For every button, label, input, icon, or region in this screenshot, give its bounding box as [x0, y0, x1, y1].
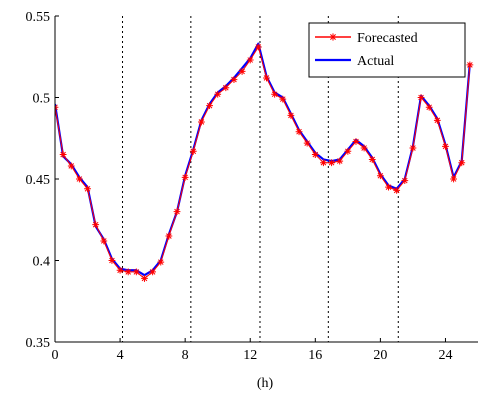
y-tick-label: 0.55	[26, 10, 51, 25]
x-tick-label: 0	[52, 348, 59, 363]
forecasted-point	[116, 266, 124, 274]
x-tick-label: 20	[373, 348, 387, 363]
forecasted-point	[157, 258, 165, 266]
forecasted-point	[165, 232, 173, 240]
forecasted-point	[214, 90, 222, 98]
forecasted-point	[295, 128, 303, 136]
legend-marker-forecasted	[329, 33, 337, 41]
forecasted-point	[246, 56, 254, 64]
forecasted-point	[108, 257, 116, 264]
forecasted-point	[442, 143, 449, 150]
forecasted-point	[189, 147, 197, 155]
forecasted-point	[458, 159, 466, 167]
legend-label-forecasted: Forecasted	[357, 31, 418, 46]
forecasted-point	[124, 268, 132, 276]
forecasted-point	[393, 187, 401, 194]
vertical-guide-lines	[122, 16, 399, 342]
series-layer	[55, 42, 474, 282]
y-tick-label: 0.35	[26, 336, 51, 351]
forecasted-point	[466, 61, 474, 69]
forecasted-point	[385, 183, 392, 191]
forecasted-point	[67, 162, 75, 170]
legend-box	[308, 22, 466, 78]
x-tick-label: 24	[438, 348, 452, 363]
forecasted-point	[238, 68, 246, 75]
forecasted-point	[360, 144, 368, 152]
forecasted-point	[230, 76, 238, 83]
series-line-forecasted	[55, 46, 471, 279]
legend-label-actual: Actual	[357, 54, 394, 69]
forecasted-point	[328, 159, 335, 167]
forecasted-point	[76, 175, 83, 183]
x-tick-label: 16	[308, 348, 322, 363]
y-tick-label: 0.45	[26, 173, 51, 188]
forecasted-point	[376, 172, 384, 180]
forecasted-point	[206, 102, 213, 110]
legend: Forecasted Actual	[308, 22, 466, 78]
x-axis-label: (h)	[257, 376, 274, 391]
tick-labels: 0 4 8 12 16 20 24 0.35 0.4 0.45 0.5 0.55	[26, 10, 453, 363]
forecasted-point	[132, 268, 140, 276]
forecasted-point	[198, 118, 205, 126]
forecasted-point	[368, 156, 376, 163]
forecasted-point	[344, 147, 352, 155]
forecasted-point	[311, 151, 319, 158]
forecasted-point	[222, 84, 230, 92]
x-tick-label: 12	[243, 348, 257, 363]
forecasted-point	[303, 139, 311, 147]
forecasted-point	[271, 90, 279, 98]
forecasted-point	[141, 275, 148, 282]
forecasted-point	[263, 74, 270, 82]
forecasted-point	[336, 157, 344, 165]
forecasted-point	[417, 94, 425, 101]
forecasted-point	[100, 237, 108, 245]
forecasted-point	[149, 268, 157, 276]
forecasted-point	[279, 95, 287, 103]
forecasted-point	[409, 144, 417, 152]
forecasted-point	[287, 112, 295, 119]
forecasted-point	[450, 175, 457, 183]
x-tick-label: 4	[117, 348, 124, 363]
x-tick-label: 8	[182, 348, 189, 363]
forecasted-point	[173, 208, 181, 215]
forecasted-point	[320, 159, 327, 167]
forecasted-point	[352, 138, 360, 145]
forecasted-point	[254, 43, 262, 51]
forecasted-point	[181, 173, 189, 181]
forecasted-point	[401, 177, 409, 185]
forecasted-point	[92, 221, 100, 229]
forecasted-point	[84, 185, 91, 193]
forecasted-point	[433, 116, 441, 124]
forecasted-point	[59, 151, 67, 158]
y-tick-label: 0.5	[33, 92, 51, 107]
y-tick-label: 0.4	[33, 255, 51, 270]
forecasted-point	[425, 103, 433, 111]
series-line-actual	[55, 42, 471, 277]
